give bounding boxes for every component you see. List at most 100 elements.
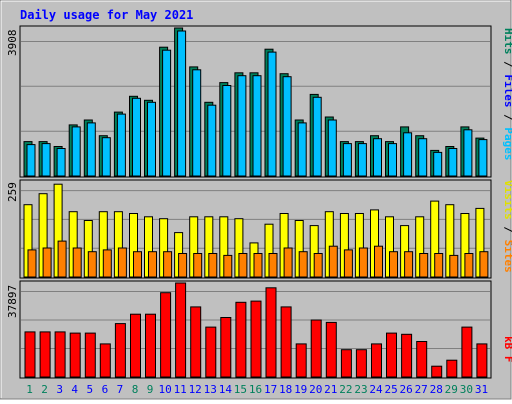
bar-files-day-22 bbox=[342, 143, 352, 177]
x-label-day-15: 15 bbox=[234, 383, 247, 396]
bar-files-day-16 bbox=[252, 75, 262, 177]
bar-sites-day-19 bbox=[298, 251, 308, 278]
legend-visits: Visits bbox=[502, 180, 512, 220]
x-label-day-21: 21 bbox=[324, 383, 337, 396]
bar-files-day-15 bbox=[237, 75, 247, 177]
bar-files-day-1 bbox=[26, 144, 36, 177]
bar-sites-day-12 bbox=[193, 253, 203, 278]
x-label-day-12: 12 bbox=[189, 383, 202, 396]
x-label-day-8: 8 bbox=[132, 383, 139, 396]
bar-sites-day-22 bbox=[343, 249, 353, 278]
x-label-day-16: 16 bbox=[249, 383, 262, 396]
bar-files-day-6 bbox=[101, 137, 111, 177]
bar-sites-day-31 bbox=[479, 251, 489, 278]
bar-sites-day-10 bbox=[163, 251, 173, 278]
legend-sites: Sites bbox=[502, 240, 512, 273]
bar-files-day-18 bbox=[282, 76, 292, 177]
bar-files-day-12 bbox=[192, 69, 202, 177]
bar-sites-day-16 bbox=[253, 253, 263, 278]
bar-kbytes-day-24 bbox=[371, 343, 382, 378]
bar-sites-day-23 bbox=[358, 247, 368, 278]
bar-sites-day-28 bbox=[434, 253, 444, 278]
bar-sites-day-6 bbox=[102, 249, 112, 278]
bar-kbytes-day-11 bbox=[175, 282, 187, 378]
bar-kbytes-day-25 bbox=[386, 332, 397, 378]
bar-kbytes-day-20 bbox=[310, 319, 322, 378]
x-label-day-25: 25 bbox=[384, 383, 397, 396]
bar-sites-day-9 bbox=[148, 251, 157, 278]
bar-files-day-2 bbox=[41, 143, 51, 177]
bar-kbytes-day-17 bbox=[265, 287, 277, 378]
x-label-day-20: 20 bbox=[309, 383, 322, 396]
bar-files-day-24 bbox=[373, 138, 382, 177]
bar-kbytes-day-26 bbox=[401, 333, 413, 378]
x-label-day-1: 1 bbox=[26, 383, 33, 396]
bar-kbytes-day-29 bbox=[446, 359, 458, 378]
bar-sites-day-14 bbox=[223, 254, 233, 278]
bar-kbytes-day-2 bbox=[39, 331, 51, 378]
bar-kbytes-day-15 bbox=[235, 301, 247, 378]
x-label-day-14: 14 bbox=[219, 383, 233, 396]
x-label-day-11: 11 bbox=[174, 383, 187, 396]
x-label-day-27: 27 bbox=[415, 383, 428, 396]
bar-sites-day-8 bbox=[133, 251, 142, 278]
x-label-day-19: 19 bbox=[294, 383, 307, 396]
legend-sep-1: / bbox=[502, 55, 512, 75]
legend-kbytes: kB F bbox=[502, 336, 512, 363]
x-label-day-2: 2 bbox=[41, 383, 48, 396]
bar-sites-day-1 bbox=[27, 249, 37, 278]
bar-kbytes-day-5 bbox=[84, 332, 96, 378]
bar-sites-day-25 bbox=[389, 251, 398, 278]
bar-files-day-19 bbox=[297, 122, 307, 177]
legend-visits-sites: Visits / Sites bbox=[502, 180, 512, 273]
bar-kbytes-day-28 bbox=[431, 365, 443, 378]
bar-sites-day-15 bbox=[238, 253, 248, 278]
bar-files-day-21 bbox=[327, 119, 337, 177]
bar-files-day-27 bbox=[418, 138, 428, 177]
bar-sites-day-11 bbox=[178, 253, 188, 278]
bar-kbytes-day-1 bbox=[24, 331, 36, 378]
x-label-day-26: 26 bbox=[399, 383, 412, 396]
bar-kbytes-day-3 bbox=[54, 331, 66, 378]
legend-sep-2: / bbox=[502, 108, 512, 128]
bar-sites-day-20 bbox=[313, 253, 323, 278]
x-label-day-13: 13 bbox=[204, 383, 217, 396]
bars bbox=[23, 27, 489, 378]
bar-sites-day-7 bbox=[117, 247, 127, 278]
bar-kbytes-day-4 bbox=[69, 332, 81, 378]
bar-sites-day-24 bbox=[374, 245, 383, 278]
bar-sites-day-3 bbox=[57, 240, 67, 278]
x-label-day-24: 24 bbox=[369, 383, 383, 396]
x-label-day-10: 10 bbox=[158, 383, 171, 396]
legend-hits: Hits bbox=[502, 28, 512, 55]
bar-sites-day-17 bbox=[268, 253, 278, 278]
bar-sites-day-26 bbox=[404, 251, 414, 278]
bar-kbytes-day-9 bbox=[145, 313, 156, 378]
bar-files-day-13 bbox=[207, 104, 217, 177]
bar-files-day-5 bbox=[86, 122, 96, 177]
bar-kbytes-day-16 bbox=[250, 300, 262, 378]
x-label-day-31: 31 bbox=[475, 383, 488, 396]
bar-sites-day-4 bbox=[72, 247, 82, 278]
bar-kbytes-day-7 bbox=[114, 323, 126, 378]
bar-sites-day-30 bbox=[464, 253, 474, 278]
bar-files-day-4 bbox=[71, 126, 81, 177]
bar-kbytes-day-6 bbox=[99, 343, 111, 378]
bar-files-day-29 bbox=[448, 148, 458, 177]
bar-sites-day-29 bbox=[449, 254, 459, 278]
x-label-day-7: 7 bbox=[117, 383, 124, 396]
bar-files-day-30 bbox=[463, 129, 473, 177]
bar-kbytes-day-10 bbox=[160, 292, 172, 378]
bar-files-day-3 bbox=[56, 148, 66, 177]
bar-files-day-7 bbox=[116, 113, 126, 177]
x-label-day-18: 18 bbox=[279, 383, 292, 396]
legend-files: Files bbox=[502, 74, 512, 107]
x-label-day-6: 6 bbox=[102, 383, 109, 396]
x-label-day-28: 28 bbox=[430, 383, 443, 396]
panel2-max-label: 259 bbox=[6, 182, 19, 202]
bar-kbytes-day-19 bbox=[295, 343, 307, 378]
bar-files-day-11 bbox=[177, 30, 187, 177]
bar-kbytes-day-31 bbox=[476, 343, 488, 378]
bar-kbytes-day-13 bbox=[205, 326, 217, 378]
